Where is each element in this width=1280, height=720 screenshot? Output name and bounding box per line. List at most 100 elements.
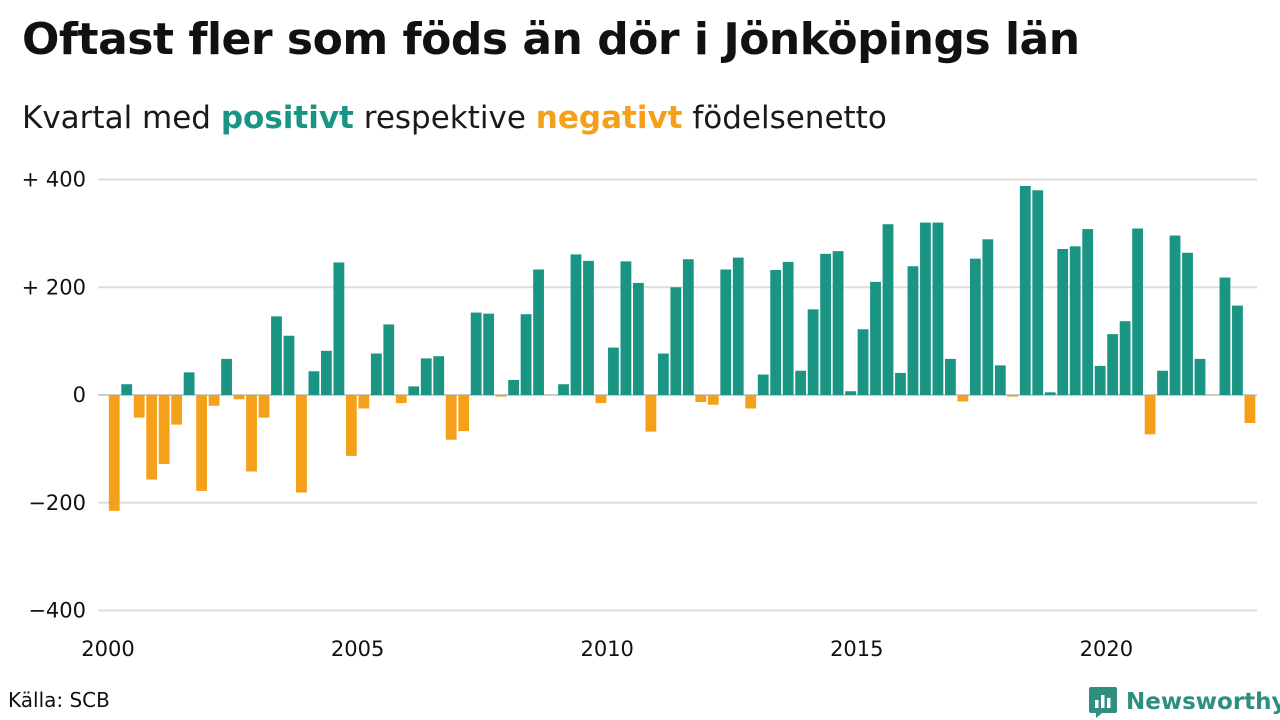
bar-negative <box>258 395 270 418</box>
bar-positive <box>620 261 632 395</box>
x-tick-label: 2000 <box>81 637 134 661</box>
bar-positive <box>221 358 232 395</box>
newsworthy-logo-icon <box>1089 687 1117 718</box>
bar-positive <box>1094 365 1106 395</box>
bar-positive <box>895 372 906 395</box>
bar-negative <box>108 395 120 511</box>
bar-negative <box>345 395 357 456</box>
x-tick-label: 2020 <box>1080 637 1133 661</box>
bar-negative <box>208 395 220 406</box>
bar-positive <box>882 224 894 395</box>
bar-positive <box>1044 392 1056 395</box>
bar-positive <box>969 258 981 395</box>
bar-positive <box>757 374 769 395</box>
subtitle-positive-word: positivt <box>220 100 354 136</box>
bar-positive <box>770 270 782 395</box>
bar-positive <box>1132 228 1143 395</box>
bar-negative <box>458 395 470 432</box>
bar-positive <box>920 222 931 395</box>
bar-positive <box>121 384 133 395</box>
bar-positive <box>1019 185 1031 395</box>
y-tick-label: −200 <box>28 491 86 515</box>
bar-positive <box>508 379 519 395</box>
bar-positive <box>1219 277 1231 395</box>
bar-positive <box>1057 249 1069 395</box>
bar-positive <box>832 251 844 395</box>
bar-negative <box>445 395 457 440</box>
bar-negative <box>695 395 707 402</box>
bar-positive <box>608 347 619 395</box>
subtitle-prefix: Kvartal med <box>22 100 211 136</box>
bar-positive <box>1157 370 1168 395</box>
bar-positive <box>932 222 944 395</box>
bar-negative <box>246 395 257 472</box>
x-tick-label: 2010 <box>580 637 633 661</box>
y-tick-label: −400 <box>28 599 86 623</box>
bar-positive <box>433 356 445 395</box>
bar-positive <box>321 350 332 395</box>
subtitle-negative-word: negativt <box>535 100 683 136</box>
bar-positive <box>383 324 395 395</box>
bar-negative <box>707 395 719 405</box>
y-tick-label: + 400 <box>22 168 86 192</box>
bar-positive <box>782 261 794 395</box>
bar-positive <box>732 257 744 395</box>
bar-negative <box>233 395 245 400</box>
bar-negative <box>957 395 969 402</box>
bar-positive <box>283 335 295 395</box>
bar-negative <box>645 395 657 432</box>
bar-positive <box>907 266 919 395</box>
bar-positive <box>945 358 956 395</box>
bar-positive <box>570 254 582 395</box>
y-tick-label: + 200 <box>22 275 86 299</box>
bar-positive <box>1032 190 1044 395</box>
bar-negative <box>171 395 183 425</box>
tick-label-layer: + 400 + 200 0 −200 −400 2000 2005 2010 2015 2020 <box>22 168 1133 662</box>
bar-positive <box>820 253 831 395</box>
bar-positive <box>370 353 382 395</box>
x-tick-label: 2005 <box>331 637 384 661</box>
bar-positive <box>682 259 694 395</box>
bar-positive <box>870 281 881 395</box>
bar-positive <box>1182 252 1193 395</box>
bar-positive <box>533 269 544 395</box>
y-tick-label: 0 <box>73 383 86 407</box>
chart-subtitle: Kvartal med positivt respektive negativt… <box>22 100 887 136</box>
bar-positive <box>807 309 819 395</box>
bar-positive <box>657 353 669 395</box>
bar-chart: + 400 + 200 0 −200 −400 2000 2005 2010 2015 2020 <box>22 168 1257 662</box>
x-tick-label: 2015 <box>830 637 883 661</box>
bar-negative <box>146 395 158 480</box>
bar-negative <box>495 395 507 397</box>
bar-positive <box>1107 334 1119 395</box>
bar-positive <box>994 365 1006 395</box>
bar-negative <box>358 395 370 409</box>
bar-negative <box>1144 395 1156 435</box>
bar-positive <box>420 358 432 395</box>
bar-positive <box>1082 229 1094 395</box>
bar-negative <box>196 395 207 491</box>
bar-positive <box>982 239 994 395</box>
bar-negative <box>745 395 757 409</box>
bar-positive <box>1169 235 1181 395</box>
bar-positive <box>333 262 345 395</box>
bar-negative <box>595 395 607 404</box>
bar-negative <box>1244 395 1256 424</box>
bar-negative <box>395 395 407 404</box>
bar-positive <box>271 316 282 395</box>
bar-positive <box>1119 321 1131 395</box>
source-note: Källa: SCB <box>8 688 110 712</box>
bar-positive <box>670 287 682 395</box>
bar-negative <box>1007 395 1019 397</box>
bar-positive <box>183 372 195 395</box>
bar-positive <box>1232 305 1243 395</box>
subtitle-suffix: födelsenetto <box>692 100 887 136</box>
bar-positive <box>720 269 732 395</box>
bar-positive <box>470 312 482 395</box>
bar-positive <box>1194 358 1206 395</box>
bar-positive <box>408 386 420 395</box>
bar-positive <box>520 314 532 395</box>
brand: Newsworthy <box>1088 684 1280 720</box>
bar-negative <box>158 395 170 464</box>
chart-title: Oftast fler som föds än dör i Jönköpings… <box>22 14 1080 65</box>
